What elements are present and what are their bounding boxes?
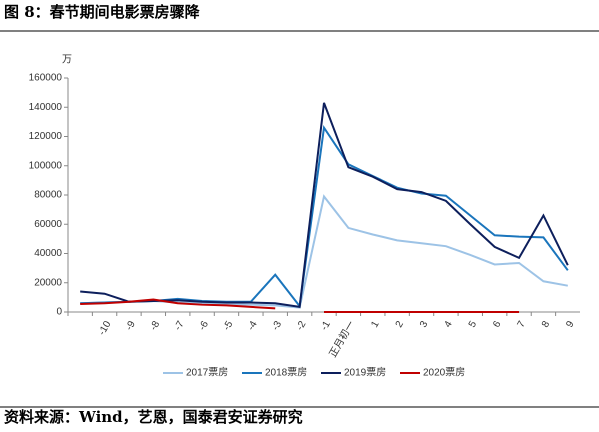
x-tick-label: -6 <box>197 319 211 333</box>
y-tick-label: 40000 <box>34 248 62 259</box>
x-tick-label: -5 <box>221 319 235 333</box>
legend-label: 2019票房 <box>344 366 386 379</box>
y-tick-label: 160000 <box>29 73 63 84</box>
x-tick-label: 4 <box>442 319 455 330</box>
x-tick-label: 1 <box>369 319 382 330</box>
y-tick-label: 100000 <box>29 160 63 171</box>
x-tick-label: -3 <box>270 319 284 333</box>
y-tick-label: 80000 <box>34 190 62 201</box>
x-tick-label: -1 <box>319 319 333 333</box>
legend-label: 2018票房 <box>265 366 307 379</box>
x-tick-label: 2 <box>394 319 407 330</box>
x-tick-label: -10 <box>97 319 114 337</box>
chart-title: 图 8：春节期间电影票房骤降 <box>4 3 201 21</box>
x-tick-label: 8 <box>540 319 553 330</box>
x-tick-label: 3 <box>418 319 431 330</box>
y-tick-label: 120000 <box>29 131 63 142</box>
source-note: 资料来源：Wind，艺恩，国泰君安证券研究 <box>4 408 303 426</box>
x-tick-label: 9 <box>564 319 577 330</box>
x-tick-label: -9 <box>124 319 138 333</box>
y-tick-label: 0 <box>56 307 62 318</box>
x-tick-label: -2 <box>295 319 309 333</box>
legend-label: 2017票房 <box>186 366 228 379</box>
y-tick-label: 140000 <box>29 102 63 113</box>
x-tick-label: 5 <box>467 319 480 330</box>
y-tick-label: 60000 <box>34 219 62 230</box>
series-line <box>80 298 520 313</box>
x-tick-label: -4 <box>246 319 260 333</box>
x-tick-label: 7 <box>516 319 529 330</box>
x-tick-label: -8 <box>148 319 162 333</box>
legend-label: 2020票房 <box>423 366 465 379</box>
x-tick-label: 6 <box>491 319 504 330</box>
x-tick-label: -7 <box>173 319 187 333</box>
series-line <box>80 124 569 309</box>
y-tick-label: 20000 <box>34 277 62 288</box>
series-line <box>80 194 568 309</box>
y-unit: 万 <box>62 55 72 66</box>
